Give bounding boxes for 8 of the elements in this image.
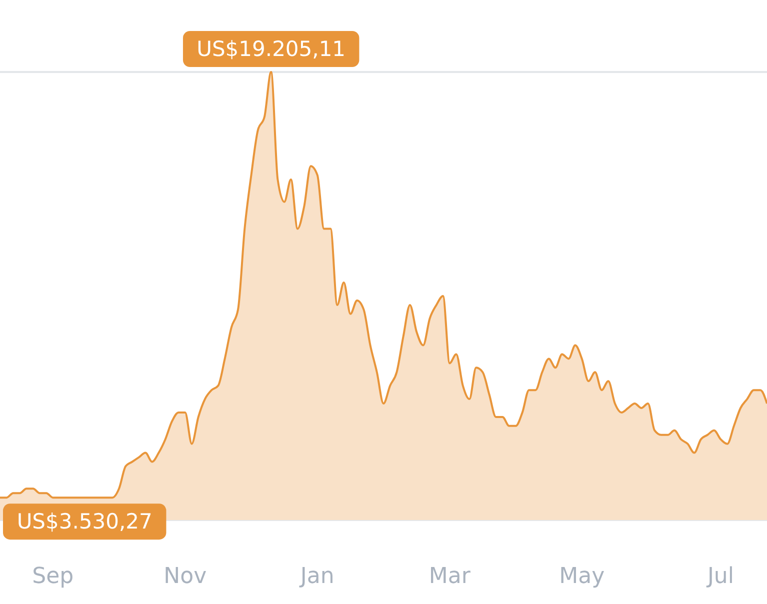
x-tick-label: Jul — [705, 564, 734, 589]
x-tick-label: Nov — [164, 564, 207, 589]
x-tick-label: May — [559, 564, 605, 589]
x-tick-label: Mar — [428, 564, 472, 589]
x-tick-label: Jan — [298, 564, 334, 589]
annotation: US$3.530,27 — [16, 510, 152, 534]
annotation: US$19.205,11 — [196, 37, 346, 61]
x-tick-label: Sep — [32, 564, 74, 589]
